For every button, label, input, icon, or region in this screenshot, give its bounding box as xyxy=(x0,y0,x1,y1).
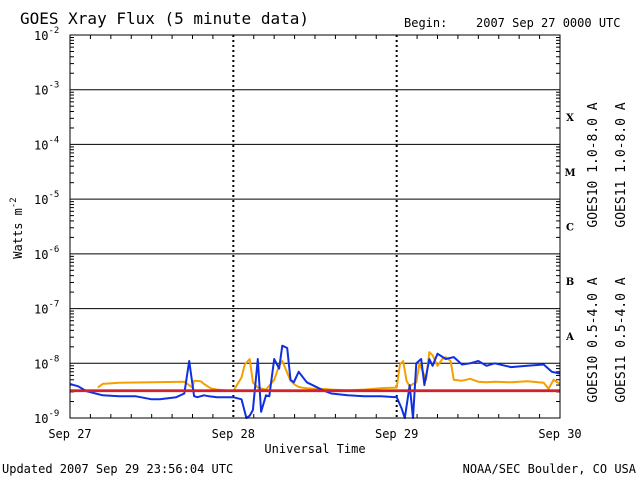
chart-title: GOES Xray Flux (5 minute data) xyxy=(20,9,309,28)
svg-text:Watts m-2: Watts m-2 xyxy=(9,197,25,258)
flare-class-x: X xyxy=(566,113,574,124)
series-lines xyxy=(69,344,561,419)
legend-label: GOES11 1.0-8.0 A xyxy=(614,102,629,227)
y-axis-title: Watts m-2 xyxy=(9,197,25,258)
y-tick-label: 10-6 xyxy=(34,245,59,262)
legend-item: GOES11 0.5-4.0 A xyxy=(614,277,629,402)
series-line-goes10-0-5-4-0-a xyxy=(97,351,561,393)
plot-frame xyxy=(69,34,561,419)
y-tick-label: 10-5 xyxy=(34,190,59,207)
y-tick-label: 10-4 xyxy=(34,135,59,152)
flare-class-labels: X M C B A xyxy=(564,113,575,343)
y-tick-label: 10-3 xyxy=(34,81,59,98)
flare-class-b: B xyxy=(566,277,574,288)
begin-label: Begin: xyxy=(404,16,447,30)
y-tick-label: 10-2 xyxy=(34,26,59,43)
flare-class-c: C xyxy=(566,223,574,234)
grid xyxy=(70,35,560,418)
updated-timestamp: Updated 2007 Sep 29 23:56:04 UTC xyxy=(2,462,233,476)
y-tick-label: 10-7 xyxy=(34,300,59,317)
legend-label: GOES11 0.5-4.0 A xyxy=(614,277,629,402)
y-tick-label: 10-8 xyxy=(34,354,59,371)
legend-item: GOES10 0.5-4.0 A xyxy=(586,277,601,402)
source-credit: NOAA/SEC Boulder, CO USA xyxy=(463,462,637,476)
legend: GOES10 1.0-8.0 A GOES11 1.0-8.0 A GOES10 0… xyxy=(586,102,629,402)
begin-date: 2007 Sep 27 0000 UTC xyxy=(476,16,621,30)
x-tick-label: Sep 28 xyxy=(212,427,255,441)
y-tick-labels: 10-2 10-3 10-4 10-5 10-6 10-7 10-8 10-9 xyxy=(34,26,59,426)
x-tick-labels: Sep 27 Sep 28 Sep 29 Sep 30 xyxy=(48,427,581,441)
series-line-goes11-0-5-4-0-a xyxy=(69,344,561,419)
legend-label: GOES10 0.5-4.0 A xyxy=(586,277,601,402)
legend-item: GOES10 1.0-8.0 A xyxy=(586,102,601,227)
y-axis-title-exp: -2 xyxy=(9,197,19,208)
x-tick-label: Sep 27 xyxy=(48,427,91,441)
y-axis-title-base: Watts m xyxy=(11,208,25,259)
x-tick-label: Sep 30 xyxy=(538,427,581,441)
legend-item: GOES11 1.0-8.0 A xyxy=(614,102,629,227)
y-tick-label: 10-9 xyxy=(34,409,59,426)
legend-label: GOES10 1.0-8.0 A xyxy=(586,102,601,227)
flare-class-m: M xyxy=(564,168,575,179)
x-tick-label: Sep 29 xyxy=(375,427,418,441)
flare-class-a: A xyxy=(565,332,574,343)
x-axis-title: Universal Time xyxy=(264,442,365,456)
